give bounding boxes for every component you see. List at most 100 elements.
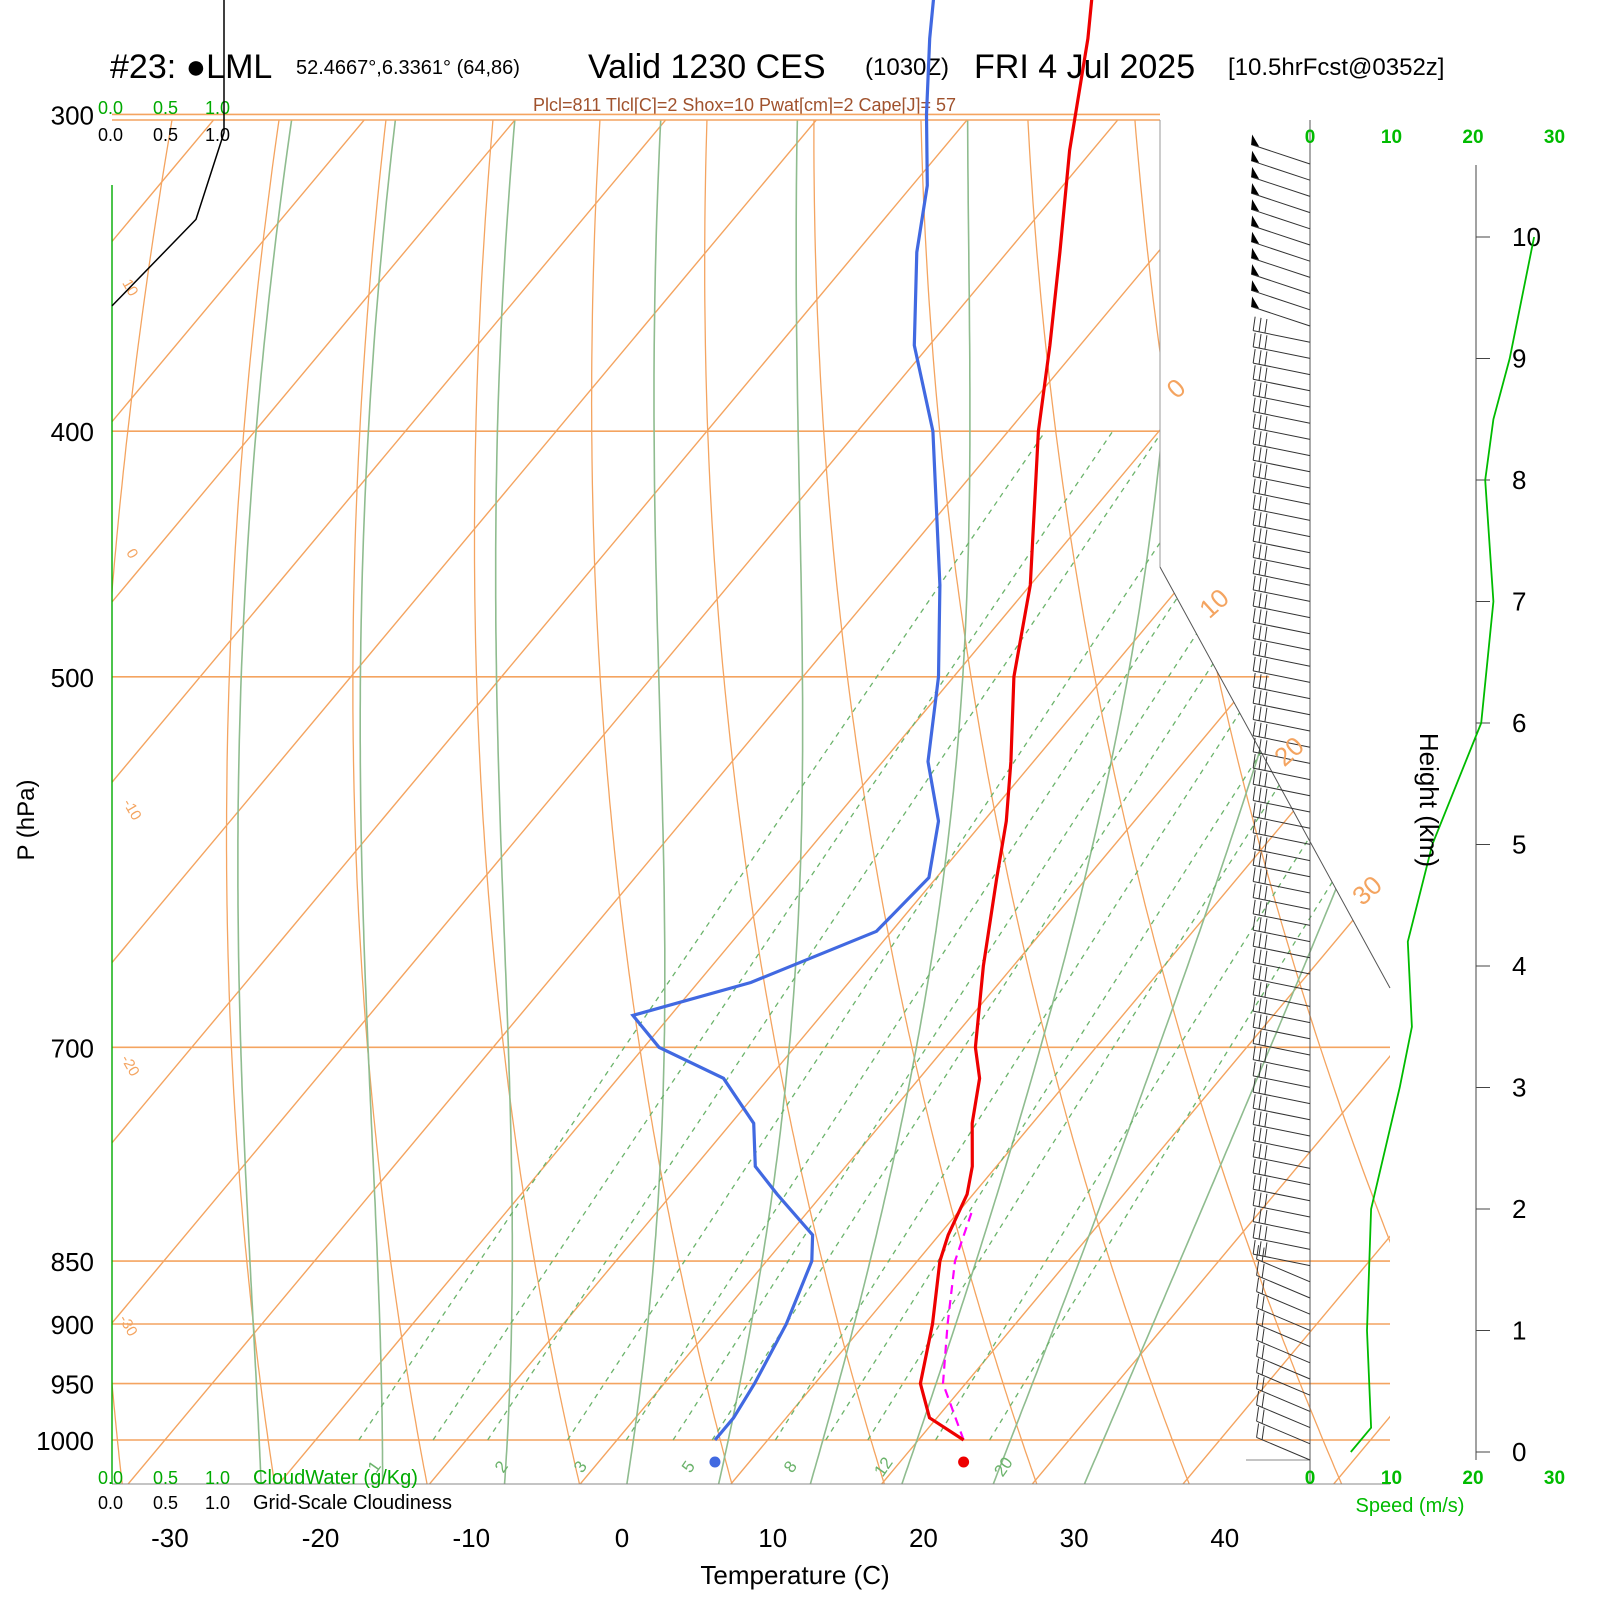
barb-staff [1253, 573, 1311, 586]
height-tick-label: 8 [1512, 465, 1526, 495]
barb-feather [1258, 641, 1262, 656]
barb-feather [1261, 1393, 1265, 1408]
barb-feather [1258, 447, 1262, 462]
height-tick-label: 6 [1512, 708, 1526, 738]
barb-staff [1253, 735, 1311, 748]
mixing-ratio-label: 5 [678, 1458, 699, 1477]
barb-feather [1264, 1193, 1268, 1208]
barb-feather [1261, 1328, 1265, 1343]
barb-feather [1258, 771, 1262, 786]
speed-bottom-tick: 0 [1305, 1468, 1316, 1489]
barb-feather [1264, 1112, 1268, 1127]
isotherm-30 [997, 120, 1390, 1484]
barb-feather [1252, 948, 1256, 963]
wind-barb [1252, 721, 1311, 748]
barb-feather [1258, 884, 1262, 899]
x-tick-label: -30 [151, 1523, 189, 1553]
isotherm--90 [112, 120, 614, 1484]
barb-feather [1258, 350, 1262, 365]
mixing-ratio-line [432, 430, 1114, 1441]
speed-bottom-tick: 20 [1462, 1468, 1483, 1489]
barb-feather [1256, 1293, 1260, 1308]
dry-adiabat [1120, 120, 1390, 1484]
barb-feather [1256, 1309, 1260, 1325]
barb-feather [1252, 1013, 1256, 1028]
cloudiness-top-tick: 1.0 [205, 125, 230, 145]
isotherm--130 [0, 0, 11, 1525]
wind-barb [1250, 166, 1311, 197]
pressure-tick-label: 300 [51, 100, 94, 130]
barb-feather [1258, 1176, 1262, 1191]
speed-top-tick: 10 [1381, 127, 1402, 148]
barb-feather [1264, 367, 1268, 382]
mixing-ratio-line [935, 430, 1390, 1441]
barb-staff [1253, 330, 1311, 343]
barb-feather [1252, 835, 1256, 850]
barb-pennant [1251, 231, 1260, 244]
isotherm-label: 0 [1161, 372, 1192, 404]
pressure-tick-label: 900 [51, 1310, 94, 1340]
barb-staff [1253, 508, 1311, 521]
wind-barb [1252, 413, 1311, 440]
barb-feather [1252, 1061, 1256, 1076]
barb-feather [1252, 1094, 1256, 1109]
height-tick-label: 2 [1512, 1194, 1526, 1224]
barb-feather [1258, 998, 1262, 1013]
isotherm-10 [696, 120, 1390, 1484]
isotherm-label-left: -20 [117, 1052, 143, 1079]
barb-feather [1252, 1045, 1256, 1060]
barb-staff [1253, 670, 1311, 683]
wind-barb [1252, 608, 1311, 635]
wind-barb [1252, 1240, 1311, 1267]
barb-staff [1253, 1156, 1311, 1169]
barb-feather [1258, 1224, 1262, 1240]
barb-feather [1256, 1342, 1260, 1357]
wind-barb [1252, 1159, 1311, 1186]
barb-feather [1258, 706, 1262, 721]
plot-frame [111, 119, 1391, 1485]
wind-barb [1252, 883, 1311, 910]
mixing-ratio-line [358, 430, 1046, 1441]
barb-feather [1258, 836, 1262, 851]
barb-staff [1250, 208, 1311, 230]
barb-feather [1264, 853, 1268, 868]
barb-feather [1264, 804, 1268, 820]
wind-barb [1252, 705, 1311, 732]
wind-barb [1250, 296, 1311, 327]
speed-top-tick: 20 [1462, 127, 1483, 148]
mixing-ratio-line [989, 430, 1390, 1441]
x-tick-label: -10 [453, 1523, 491, 1553]
barb-feather [1264, 788, 1268, 803]
barb-feather [1264, 1177, 1268, 1192]
barb-feather [1258, 1014, 1262, 1029]
barb-feather [1252, 1078, 1256, 1093]
barb-feather [1264, 691, 1268, 706]
isotherm--40 [112, 120, 1368, 1484]
mixing-ratio-label: 2 [491, 1458, 512, 1477]
barb-feather [1264, 545, 1268, 560]
wind-barb [1252, 365, 1311, 392]
barb-feather [1258, 1208, 1262, 1223]
wind-barb [1252, 316, 1311, 343]
barb-feather [1264, 1226, 1268, 1241]
barb-feather [1258, 512, 1262, 527]
isotherm-label-left: -10 [119, 796, 145, 823]
barb-staff [1250, 160, 1311, 181]
wind-barb [1252, 1013, 1311, 1040]
barb-feather [1252, 1191, 1256, 1206]
barb-feather [1261, 1360, 1265, 1376]
wind-barb [1252, 1223, 1311, 1250]
height-axis-title: Height (km) [1414, 733, 1444, 867]
barb-staff [1253, 799, 1311, 813]
barb-feather [1261, 1312, 1265, 1327]
barb-feather [1264, 918, 1268, 933]
wind-barb [1252, 786, 1311, 813]
barb-pennant [1251, 166, 1260, 179]
barb-feather [1252, 543, 1256, 558]
barb-feather [1252, 932, 1256, 947]
barb-pennant [1251, 134, 1260, 147]
barb-pennant [1251, 247, 1260, 260]
moist-adiabat [494, 120, 547, 1484]
wind-barb [1252, 948, 1311, 975]
cloudwater-top-tick: 0.5 [153, 98, 178, 118]
